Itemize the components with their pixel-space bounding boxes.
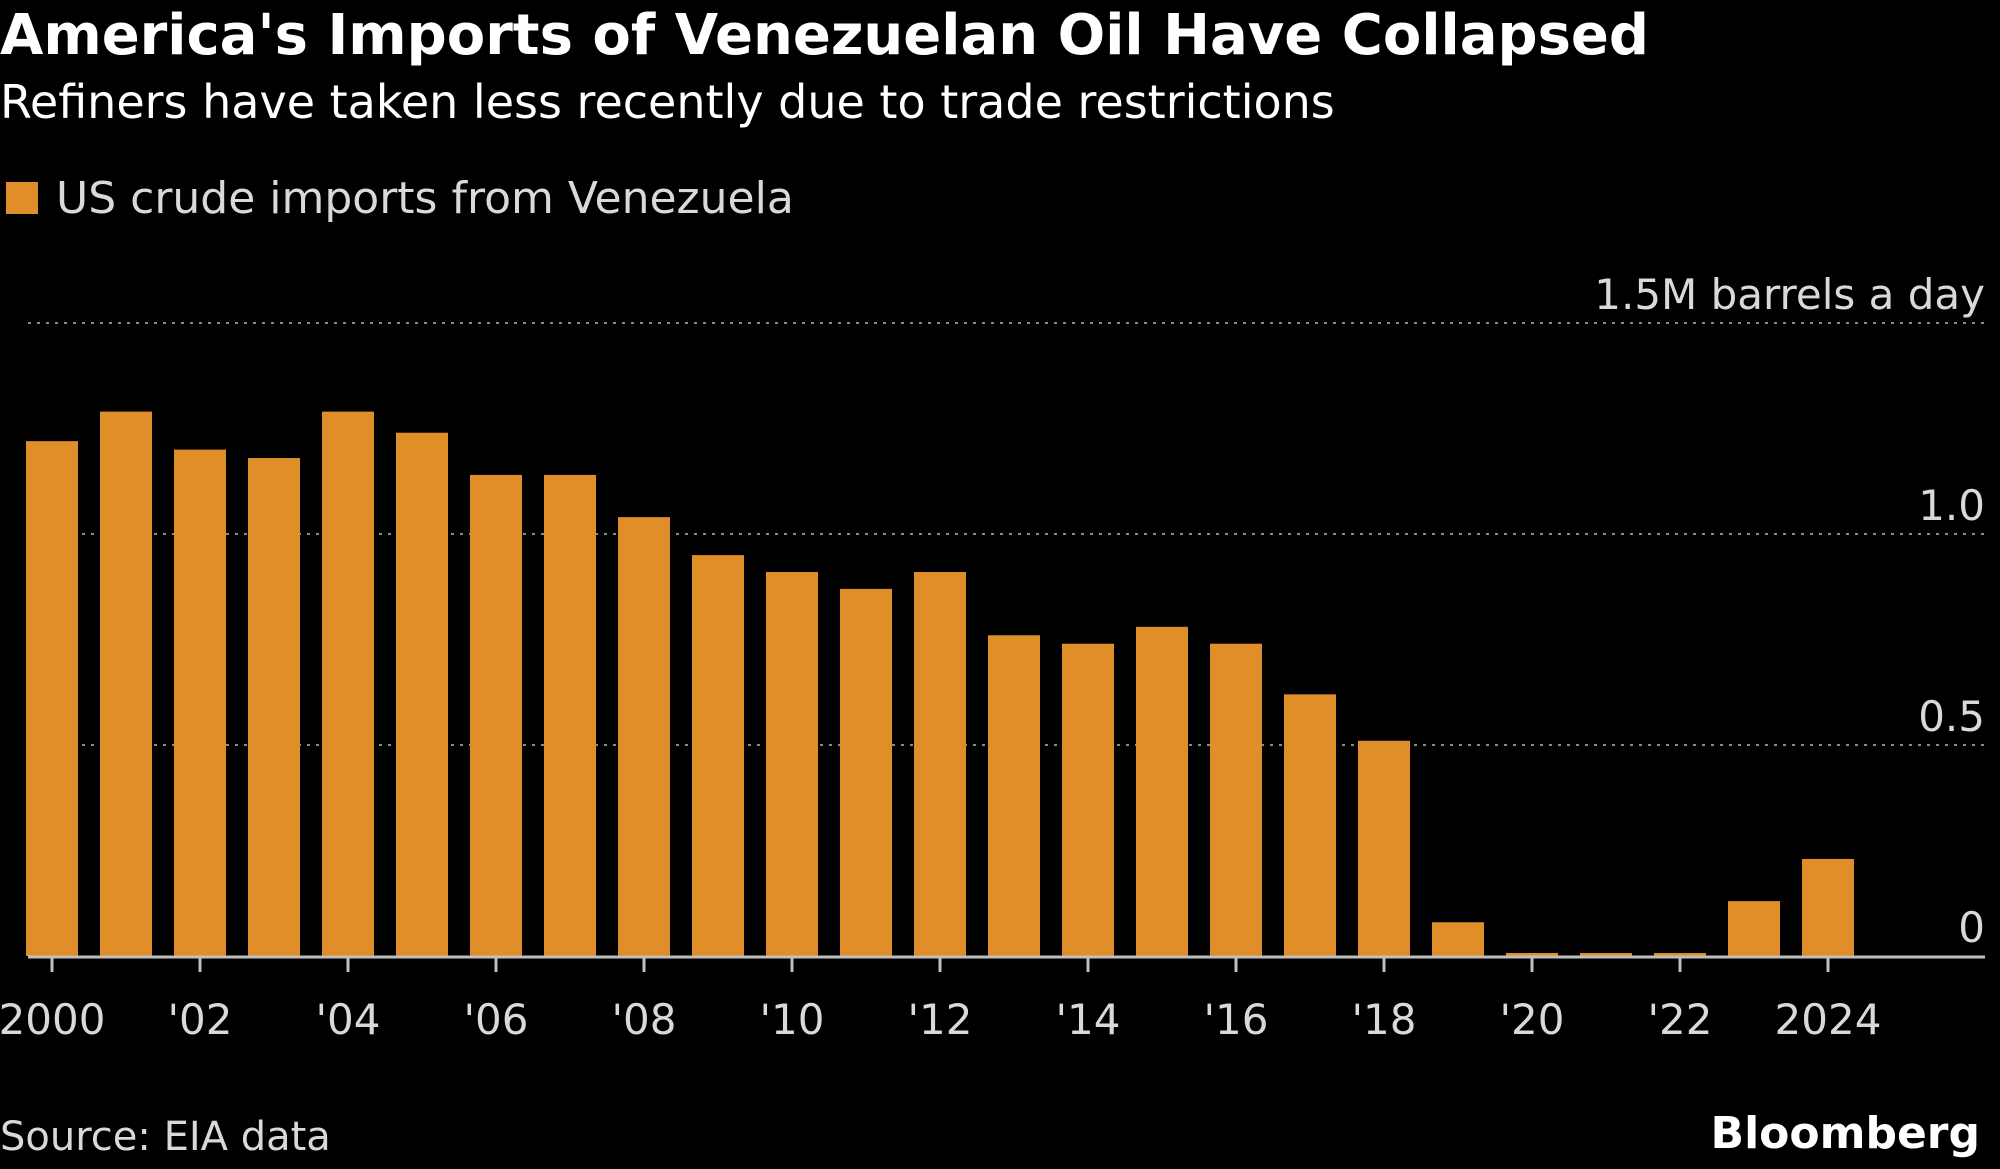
bar-chart: 0 0.5 1.0 1.5M barrels a day 2000 '02 '04 '06 '0… [0, 270, 1985, 1044]
bar-2002 [174, 449, 226, 956]
bar-2015 [1136, 626, 1188, 956]
y-tick-label: 1.0 [1918, 481, 1985, 530]
bar-2020 [1506, 953, 1558, 956]
x-tick-label: '04 [316, 995, 381, 1044]
x-tick-label: '08 [612, 995, 677, 1044]
x-tick-label: '20 [1500, 995, 1565, 1044]
bar-2007 [544, 474, 596, 956]
chart-subtitle: Refiners have taken less recently due to… [0, 75, 1335, 129]
bar-2014 [1062, 643, 1114, 956]
bar-2022 [1654, 953, 1706, 956]
bar-2017 [1284, 694, 1336, 956]
bar-2016 [1210, 643, 1262, 956]
x-tick-label: 2024 [1775, 995, 1882, 1044]
bar-2001 [100, 411, 152, 956]
legend-label: US crude imports from Venezuela [56, 172, 794, 224]
bar-2010 [766, 571, 818, 956]
axis-layer [28, 955, 1985, 972]
bar-2021 [1580, 953, 1632, 956]
bar-2012 [914, 571, 966, 956]
x-tick-label: '02 [168, 995, 233, 1044]
bar-2018 [1358, 740, 1410, 956]
y-tick-label: 1.5M barrels a day [1594, 270, 1985, 319]
bar-layer [26, 411, 1854, 957]
source-note: Source: EIA data [0, 1114, 331, 1160]
bar-2013 [988, 635, 1040, 956]
x-tick-label: 2000 [0, 995, 105, 1044]
x-tick-label: '14 [1056, 995, 1121, 1044]
x-tick-label: '18 [1352, 995, 1417, 1044]
bar-2023 [1728, 901, 1780, 956]
x-tick-label: '06 [464, 995, 529, 1044]
x-tick-label: '10 [760, 995, 825, 1044]
y-tick-label: 0.5 [1918, 692, 1985, 741]
label-layer: 0 0.5 1.0 1.5M barrels a day 2000 '02 '04 '06 '0… [0, 270, 1985, 1044]
x-tick-label: '16 [1204, 995, 1269, 1044]
chart-title: America's Imports of Venezuelan Oil Have… [0, 3, 1649, 68]
bar-2008 [618, 517, 670, 956]
legend-swatch [6, 182, 38, 214]
y-tick-label: 0 [1958, 903, 1985, 952]
bar-2011 [840, 588, 892, 956]
bar-2005 [396, 432, 448, 957]
bar-2019 [1432, 922, 1484, 956]
x-tick-label: '22 [1648, 995, 1713, 1044]
bar-2000 [26, 441, 78, 956]
legend: US crude imports from Venezuela [6, 170, 794, 226]
bar-2006 [470, 474, 522, 956]
bar-2003 [248, 458, 300, 956]
bar-2024 [1802, 858, 1854, 956]
x-tick-label: '12 [908, 995, 973, 1044]
bloomberg-logo: Bloomberg [1710, 1108, 1980, 1159]
bar-2009 [692, 555, 744, 956]
bar-2004 [322, 411, 374, 956]
